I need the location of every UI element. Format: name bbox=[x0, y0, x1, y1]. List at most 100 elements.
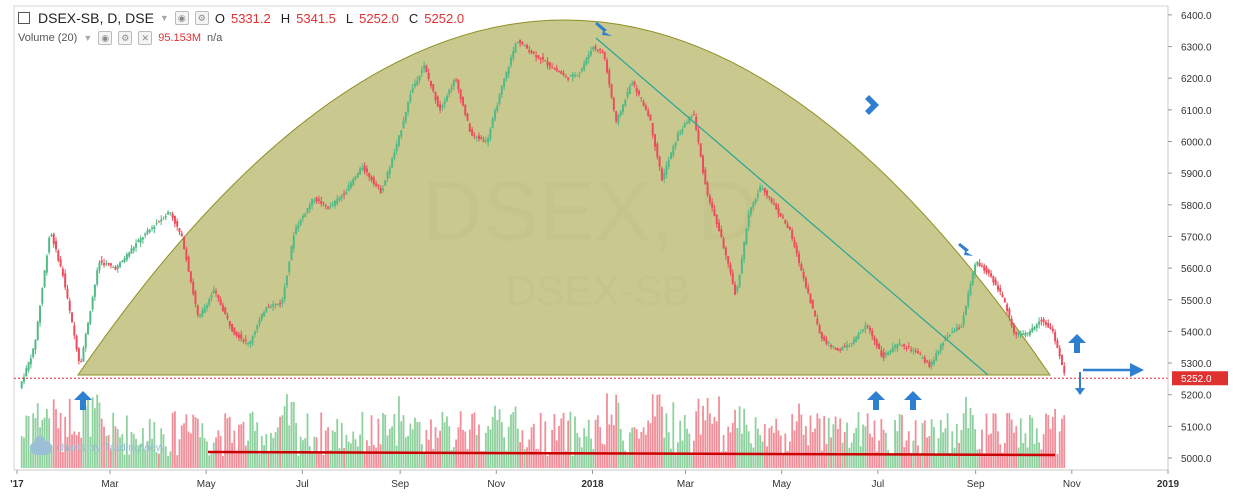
candle[interactable] bbox=[420, 70, 423, 74]
candle[interactable] bbox=[955, 327, 958, 332]
candle[interactable] bbox=[951, 331, 954, 333]
candle[interactable] bbox=[331, 204, 334, 206]
candle[interactable] bbox=[868, 327, 871, 331]
candle[interactable] bbox=[635, 87, 638, 93]
candle[interactable] bbox=[304, 213, 307, 217]
candle[interactable] bbox=[413, 83, 416, 86]
candle[interactable] bbox=[889, 350, 892, 353]
candle[interactable] bbox=[480, 137, 483, 140]
candle[interactable] bbox=[832, 345, 835, 348]
candle[interactable] bbox=[992, 276, 995, 283]
candle[interactable] bbox=[1047, 322, 1050, 328]
candle[interactable] bbox=[610, 84, 613, 98]
candle[interactable] bbox=[445, 95, 448, 101]
candle[interactable] bbox=[596, 49, 599, 51]
candle[interactable] bbox=[71, 312, 74, 323]
candle[interactable] bbox=[507, 67, 510, 74]
candle[interactable] bbox=[221, 304, 224, 312]
candle[interactable] bbox=[267, 306, 270, 308]
candle[interactable] bbox=[347, 185, 350, 191]
candle[interactable] bbox=[791, 230, 794, 240]
candle[interactable] bbox=[215, 291, 218, 293]
candle[interactable] bbox=[564, 75, 567, 77]
candle[interactable] bbox=[1033, 326, 1036, 330]
candle[interactable] bbox=[848, 346, 851, 348]
candle[interactable] bbox=[1006, 304, 1009, 312]
candle[interactable] bbox=[740, 258, 743, 274]
candle[interactable] bbox=[187, 256, 190, 272]
candle[interactable] bbox=[370, 176, 373, 181]
candle[interactable] bbox=[52, 233, 55, 245]
candle[interactable] bbox=[880, 350, 883, 357]
candle[interactable] bbox=[375, 183, 378, 186]
candle[interactable] bbox=[224, 307, 227, 314]
candle[interactable] bbox=[180, 233, 183, 237]
candle[interactable] bbox=[953, 330, 956, 333]
candle[interactable] bbox=[192, 281, 195, 294]
candle[interactable] bbox=[983, 265, 986, 271]
candle[interactable] bbox=[409, 94, 412, 102]
candle[interactable] bbox=[830, 345, 833, 347]
candle[interactable] bbox=[84, 333, 87, 348]
candle[interactable] bbox=[297, 225, 300, 229]
candle[interactable] bbox=[484, 140, 487, 142]
candle[interactable] bbox=[752, 202, 755, 208]
candle[interactable] bbox=[1042, 319, 1045, 323]
candle[interactable] bbox=[942, 343, 945, 346]
candle[interactable] bbox=[555, 68, 558, 71]
candle[interactable] bbox=[475, 136, 478, 138]
candle[interactable] bbox=[640, 97, 643, 99]
candle[interactable] bbox=[306, 208, 309, 214]
candle[interactable] bbox=[77, 348, 80, 361]
candle[interactable] bbox=[916, 351, 919, 354]
candle[interactable] bbox=[800, 264, 803, 271]
candle[interactable] bbox=[846, 344, 849, 348]
symbol-checkbox-icon[interactable] bbox=[18, 12, 30, 24]
candle[interactable] bbox=[996, 285, 999, 291]
candle[interactable] bbox=[352, 179, 355, 186]
candle[interactable] bbox=[256, 325, 259, 330]
candle[interactable] bbox=[544, 60, 547, 62]
candle[interactable] bbox=[311, 198, 314, 206]
candle[interactable] bbox=[354, 176, 357, 180]
candle[interactable] bbox=[1031, 328, 1034, 333]
candle[interactable] bbox=[795, 245, 798, 254]
candle[interactable] bbox=[249, 341, 252, 344]
candle[interactable] bbox=[379, 187, 382, 194]
candle[interactable] bbox=[704, 169, 707, 185]
candle[interactable] bbox=[697, 130, 700, 143]
candle[interactable] bbox=[788, 226, 791, 230]
candle[interactable] bbox=[43, 270, 46, 288]
candle[interactable] bbox=[548, 62, 551, 67]
candle[interactable] bbox=[571, 73, 574, 78]
candle[interactable] bbox=[25, 368, 28, 377]
candle[interactable] bbox=[473, 135, 476, 137]
candle[interactable] bbox=[617, 114, 620, 123]
candle[interactable] bbox=[237, 334, 240, 338]
candle[interactable] bbox=[562, 73, 565, 76]
candle[interactable] bbox=[448, 89, 451, 95]
candle[interactable] bbox=[272, 304, 275, 307]
candle[interactable] bbox=[681, 129, 684, 133]
candle[interactable] bbox=[606, 60, 609, 73]
candle[interactable] bbox=[48, 237, 51, 253]
candle[interactable] bbox=[816, 318, 819, 325]
candle[interactable] bbox=[903, 343, 906, 347]
candle[interactable] bbox=[514, 43, 517, 53]
candle[interactable] bbox=[441, 105, 444, 107]
candle[interactable] bbox=[338, 197, 341, 201]
candle[interactable] bbox=[964, 305, 967, 315]
candle[interactable] bbox=[512, 51, 515, 59]
candle[interactable] bbox=[455, 79, 458, 81]
candle[interactable] bbox=[1010, 318, 1013, 326]
candle[interactable] bbox=[274, 303, 277, 305]
candle[interactable] bbox=[100, 260, 103, 263]
candle[interactable] bbox=[894, 345, 897, 348]
candle[interactable] bbox=[516, 42, 519, 44]
candle[interactable] bbox=[263, 311, 266, 317]
candle[interactable] bbox=[535, 55, 538, 58]
candle[interactable] bbox=[647, 110, 650, 116]
candle[interactable] bbox=[583, 63, 586, 70]
candle[interactable] bbox=[946, 336, 949, 338]
candle[interactable] bbox=[130, 248, 133, 254]
